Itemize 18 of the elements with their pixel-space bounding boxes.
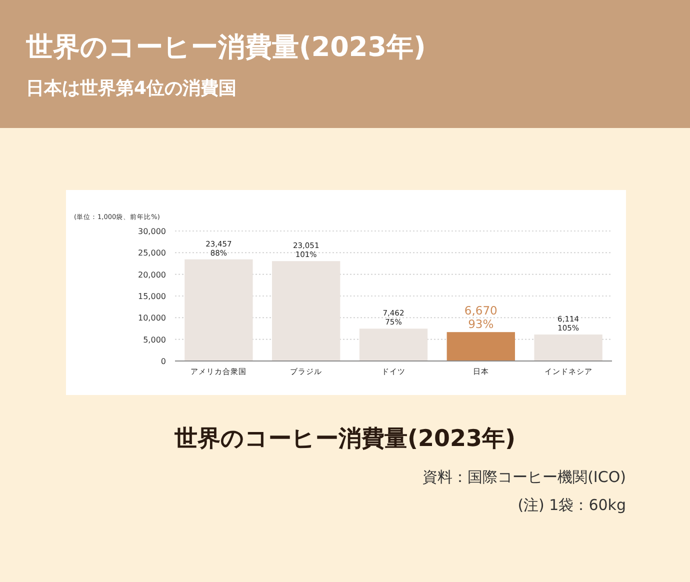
text: (注) 1袋：60kg [518,496,626,514]
y-tick-label: 15,000 [138,292,166,301]
y-tick-label: 20,000 [138,270,166,280]
text: 世界のコーヒー消費量(2023年) [173,426,516,452]
bar [359,328,428,361]
y-tick-label: 25,000 [138,248,166,258]
y-tick-label: 5,000 [143,335,166,344]
chart-subtitle: 日本は世界第4位の消費国 [26,78,237,99]
data-label: 6,670 93% [464,303,498,332]
y-tick-label: 30,000 [138,227,166,236]
bar [184,259,253,361]
y-tick-label: 10,000 [138,314,166,323]
bar [272,261,340,361]
bar [534,334,602,361]
bar [446,332,515,361]
chart-title: 世界のコーヒー消費量(2023年) [25,32,426,63]
y-tick-label: 0 [160,357,166,366]
text: 資料：国際コーヒー機関(ICO) [422,468,626,486]
